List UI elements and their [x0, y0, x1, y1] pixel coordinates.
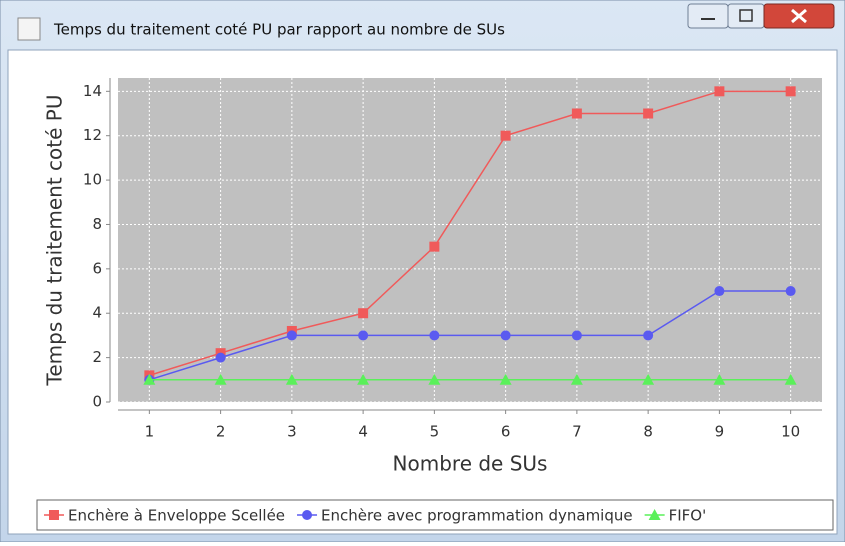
y-tick-label: 2 — [92, 348, 102, 366]
marker — [214, 373, 227, 385]
legend-marker — [648, 509, 661, 520]
marker — [714, 286, 725, 297]
marker — [143, 373, 156, 385]
marker — [570, 373, 583, 385]
marker — [429, 241, 440, 252]
marker — [358, 330, 369, 341]
x-tick-label: 3 — [287, 423, 297, 441]
marker — [500, 130, 511, 141]
y-axis-label: Temps du traitement coté PU — [43, 95, 67, 387]
marker — [785, 86, 796, 97]
marker — [714, 86, 725, 97]
marker — [571, 330, 582, 341]
x-tick-label: 5 — [430, 423, 440, 441]
minimize-button[interactable] — [687, 3, 729, 29]
window-title: Temps du traitement coté PU par rapport … — [53, 21, 505, 39]
marker — [285, 373, 298, 385]
app-icon — [17, 17, 41, 41]
x-tick-label: 8 — [643, 423, 653, 441]
x-axis-label: Nombre de SUs — [393, 452, 548, 476]
series-line — [149, 290, 791, 381]
x-tick-label: 4 — [358, 423, 368, 441]
marker — [643, 108, 654, 119]
marker — [286, 330, 297, 341]
x-tick-label: 10 — [781, 423, 800, 441]
marker — [215, 352, 226, 363]
y-tick-label: 0 — [92, 393, 102, 411]
legend-label: Enchère à Enveloppe Scellée — [68, 507, 285, 525]
maximize-button[interactable] — [727, 3, 765, 29]
maximize-icon — [739, 9, 753, 22]
marker — [571, 108, 582, 119]
marker — [713, 373, 726, 385]
legend — [36, 499, 834, 531]
x-tick-label: 2 — [216, 423, 226, 441]
legend-marker — [302, 510, 313, 520]
legend-label: FIFO' — [669, 507, 707, 525]
marker — [785, 286, 796, 297]
marker — [643, 330, 654, 341]
y-tick-label: 10 — [83, 171, 102, 189]
y-tick-label: 4 — [92, 304, 102, 322]
marker — [358, 308, 369, 319]
y-tick-label: 14 — [83, 82, 102, 100]
marker — [357, 373, 370, 385]
marker — [500, 330, 511, 341]
marker — [499, 373, 512, 385]
x-tick-label: 9 — [715, 423, 725, 441]
close-icon — [791, 8, 807, 24]
marker — [642, 373, 655, 385]
legend-label: Enchère avec programmation dynamique — [321, 507, 633, 525]
x-tick-label: 1 — [145, 423, 155, 441]
marker — [429, 330, 440, 341]
legend-marker — [49, 510, 59, 520]
series-line — [149, 90, 791, 377]
y-tick-label: 12 — [83, 126, 102, 144]
marker — [784, 373, 797, 385]
x-tick-label: 7 — [572, 423, 582, 441]
marker — [428, 373, 441, 385]
y-tick-label: 6 — [92, 259, 102, 277]
y-tick-label: 8 — [92, 215, 102, 233]
x-tick-label: 6 — [501, 423, 511, 441]
